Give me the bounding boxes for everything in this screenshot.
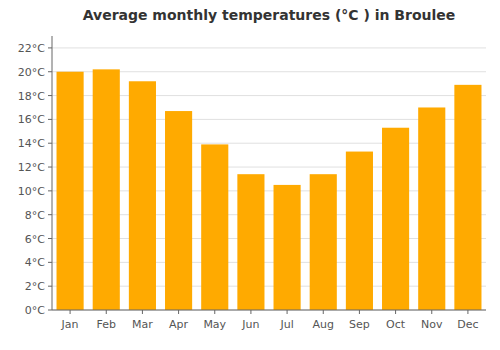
- y-tick-label: 2°C: [25, 280, 45, 293]
- y-tick-label: 8°C: [25, 209, 45, 222]
- bar: [57, 72, 84, 310]
- y-tick: [48, 310, 52, 311]
- x-tick-label: Apr: [169, 318, 189, 331]
- x-tick-label: Oct: [386, 318, 406, 331]
- x-tick-label: Feb: [97, 318, 116, 331]
- bar: [310, 174, 337, 310]
- x-tick: [142, 310, 143, 314]
- x-tick: [323, 310, 324, 314]
- x-tick-label: Dec: [457, 318, 478, 331]
- y-tick-label: 18°C: [18, 90, 45, 103]
- grid: [52, 48, 486, 310]
- x-tick-label: Mar: [132, 318, 153, 331]
- x-tick: [359, 310, 360, 314]
- chart-container: Average monthly temperatures (°C ) in Br…: [0, 0, 500, 350]
- x-tick: [250, 310, 251, 314]
- y-tick: [48, 167, 52, 168]
- x-axis: Jan Feb Mar Apr May Jun Jul Aug Sep Oct Nov Dec: [61, 310, 479, 331]
- y-tick-label: 22°C: [18, 42, 45, 55]
- bar: [418, 107, 445, 310]
- y-tick: [48, 190, 52, 191]
- x-tick-label: Aug: [313, 318, 334, 331]
- x-tick: [395, 310, 396, 314]
- bars: [57, 69, 482, 310]
- x-tick: [467, 310, 468, 314]
- grid-line: [52, 310, 486, 311]
- y-tick-label: 16°C: [18, 113, 45, 126]
- bar: [201, 144, 228, 310]
- y-tick: [48, 143, 52, 144]
- x-tick: [70, 310, 71, 314]
- y-tick: [48, 95, 52, 96]
- bar: [93, 69, 120, 310]
- bar: [454, 85, 481, 310]
- x-tick-label: Jun: [241, 318, 259, 331]
- y-tick: [48, 71, 52, 72]
- x-tick-label: Jul: [279, 318, 293, 331]
- x-tick: [178, 310, 179, 314]
- y-tick-label: 6°C: [25, 233, 45, 246]
- bar: [165, 111, 192, 310]
- chart-svg: Average monthly temperatures (°C ) in Br…: [0, 0, 500, 350]
- x-axis-line: [52, 310, 486, 311]
- bar: [237, 174, 264, 310]
- chart-title: Average monthly temperatures (°C ) in Br…: [83, 7, 456, 23]
- y-tick: [48, 119, 52, 120]
- bar: [346, 152, 373, 310]
- y-tick-label: 10°C: [18, 185, 45, 198]
- x-tick-label: Nov: [421, 318, 443, 331]
- x-tick: [287, 310, 288, 314]
- y-tick: [48, 214, 52, 215]
- y-tick-label: 4°C: [25, 256, 45, 269]
- y-axis-line: [52, 36, 53, 310]
- y-tick-label: 20°C: [18, 66, 45, 79]
- y-tick-label: 14°C: [18, 137, 45, 150]
- y-tick: [48, 238, 52, 239]
- y-tick-label: 12°C: [18, 161, 45, 174]
- x-tick: [431, 310, 432, 314]
- y-axis: 0°C 2°C 4°C 6°C 8°C 10°C 12°C 14°C 16°C 18°C 20°C 2…: [18, 42, 52, 317]
- bar: [382, 128, 409, 310]
- bar: [274, 185, 301, 310]
- x-tick: [214, 310, 215, 314]
- x-tick-label: Sep: [349, 318, 370, 331]
- y-tick-label: 0°C: [25, 304, 45, 317]
- grid-line: [52, 47, 486, 48]
- x-tick: [106, 310, 107, 314]
- x-tick-label: May: [203, 318, 226, 331]
- bar: [129, 81, 156, 310]
- y-tick: [48, 47, 52, 48]
- y-tick: [48, 286, 52, 287]
- y-tick: [48, 262, 52, 263]
- x-tick-label: Jan: [61, 318, 79, 331]
